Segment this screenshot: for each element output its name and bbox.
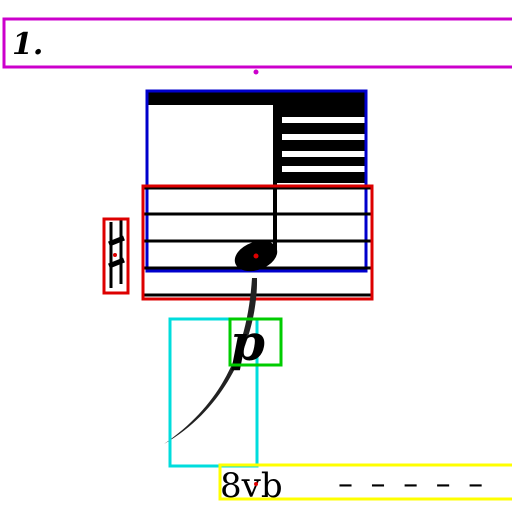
slur-box xyxy=(168,317,259,468)
octave-center-marker xyxy=(254,482,258,486)
note-region-box xyxy=(141,184,374,301)
octave-group: 8vb – – – – – xyxy=(218,463,512,506)
natural-bar-top xyxy=(108,235,125,247)
slur-curve xyxy=(164,278,258,444)
beam-group xyxy=(145,89,368,273)
natural-bar-bottom xyxy=(108,257,125,269)
beam-region-box xyxy=(145,89,368,273)
dynamic-box xyxy=(228,317,283,367)
dynamic-label: p xyxy=(230,313,265,372)
octave-dashes: – – – – – xyxy=(338,467,487,502)
natural-accidental xyxy=(102,217,130,295)
natural-center-marker xyxy=(113,253,117,257)
beam-gap-2 xyxy=(282,134,365,140)
beam-gap-3 xyxy=(282,151,365,157)
natural-box xyxy=(102,217,130,295)
volta-bracket: 1. xyxy=(2,17,512,75)
volta-label: 1. xyxy=(12,27,43,62)
octave-box xyxy=(218,463,512,501)
volta-center-marker xyxy=(253,69,259,75)
volta-box xyxy=(2,17,512,69)
dynamic-group: p xyxy=(228,313,283,372)
slur-group xyxy=(164,278,259,468)
beam-gap-1 xyxy=(282,117,365,123)
beam-gap-4 xyxy=(282,166,365,172)
staff-group xyxy=(141,105,374,301)
beam-bar xyxy=(147,91,365,105)
note-center-marker xyxy=(253,253,259,259)
